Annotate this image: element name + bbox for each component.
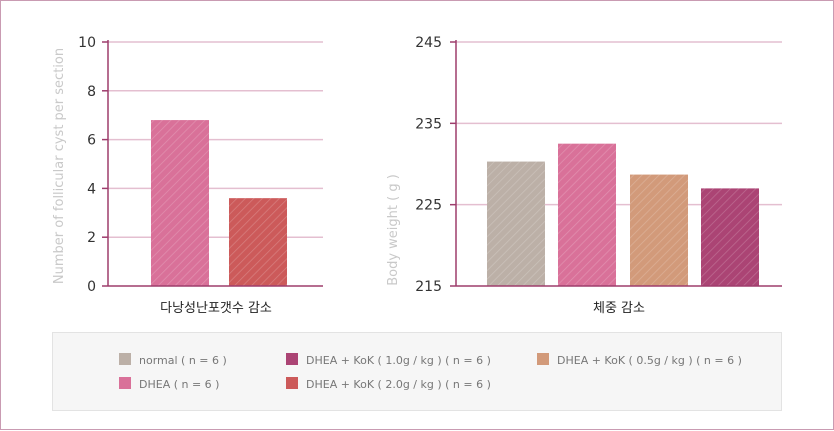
legend-item: DHEA ( n = 6 ) bbox=[119, 377, 219, 391]
y-axis-label: Body weight ( g ) bbox=[386, 174, 401, 286]
legend-swatch-icon bbox=[286, 377, 298, 389]
legend-item: DHEA + KoK ( 1.0g / kg ) ( n = 6 ) bbox=[286, 353, 491, 367]
y-tick-label: 245 bbox=[415, 35, 442, 51]
y-tick-label: 2 bbox=[87, 230, 96, 246]
bar-hatch bbox=[701, 188, 759, 286]
legend-item: DHEA + KoK ( 0.5g / kg ) ( n = 6 ) bbox=[537, 353, 742, 367]
legend-item: normal ( n = 6 ) bbox=[119, 353, 227, 367]
legend-swatch-icon bbox=[537, 353, 549, 365]
bar-hatch bbox=[229, 198, 287, 286]
legend-swatch-icon bbox=[119, 353, 131, 365]
chart-caption: 다낭성난포갯수 감소 bbox=[160, 301, 272, 316]
follicular-cyst-chart: 0 2 4 6 8 10 Number of follicular cyst per sec… bbox=[52, 35, 323, 316]
legend-swatch-icon bbox=[286, 353, 298, 365]
legend-label: DHEA ( n = 6 ) bbox=[139, 378, 220, 391]
y-axis-label: Number of follicular cyst per section bbox=[52, 48, 67, 284]
bar-hatch bbox=[630, 174, 688, 286]
legend: normal ( n = 6 ) DHEA + KoK ( 1.0g / kg )… bbox=[52, 332, 782, 411]
chart-caption: 체중 감소 bbox=[593, 301, 645, 316]
legend-swatch-icon bbox=[119, 377, 131, 389]
legend-label: DHEA + KoK ( 1.0g / kg ) ( n = 6 ) bbox=[306, 354, 491, 367]
y-tick-label: 4 bbox=[87, 181, 96, 197]
y-tick-label: 6 bbox=[87, 133, 96, 149]
legend-label: DHEA + KoK ( 2.0g / kg ) ( n = 6 ) bbox=[306, 378, 491, 391]
bar-hatch bbox=[558, 143, 616, 286]
y-tick-label: 235 bbox=[415, 116, 442, 132]
bar-hatch bbox=[151, 120, 209, 286]
y-tick-label: 225 bbox=[415, 198, 442, 214]
y-tick-label: 0 bbox=[87, 279, 96, 295]
bar-hatch bbox=[487, 161, 545, 286]
y-tick-label: 10 bbox=[78, 35, 96, 51]
legend-label: DHEA + KoK ( 0.5g / kg ) ( n = 6 ) bbox=[557, 354, 742, 367]
y-tick-label: 8 bbox=[87, 84, 96, 100]
legend-label: normal ( n = 6 ) bbox=[139, 354, 227, 367]
body-weight-chart: 215 225 235 245 Body weight ( g ) 체중 감소 bbox=[386, 35, 782, 316]
legend-item: DHEA + KoK ( 2.0g / kg ) ( n = 6 ) bbox=[286, 377, 491, 391]
y-tick-label: 215 bbox=[415, 279, 442, 295]
